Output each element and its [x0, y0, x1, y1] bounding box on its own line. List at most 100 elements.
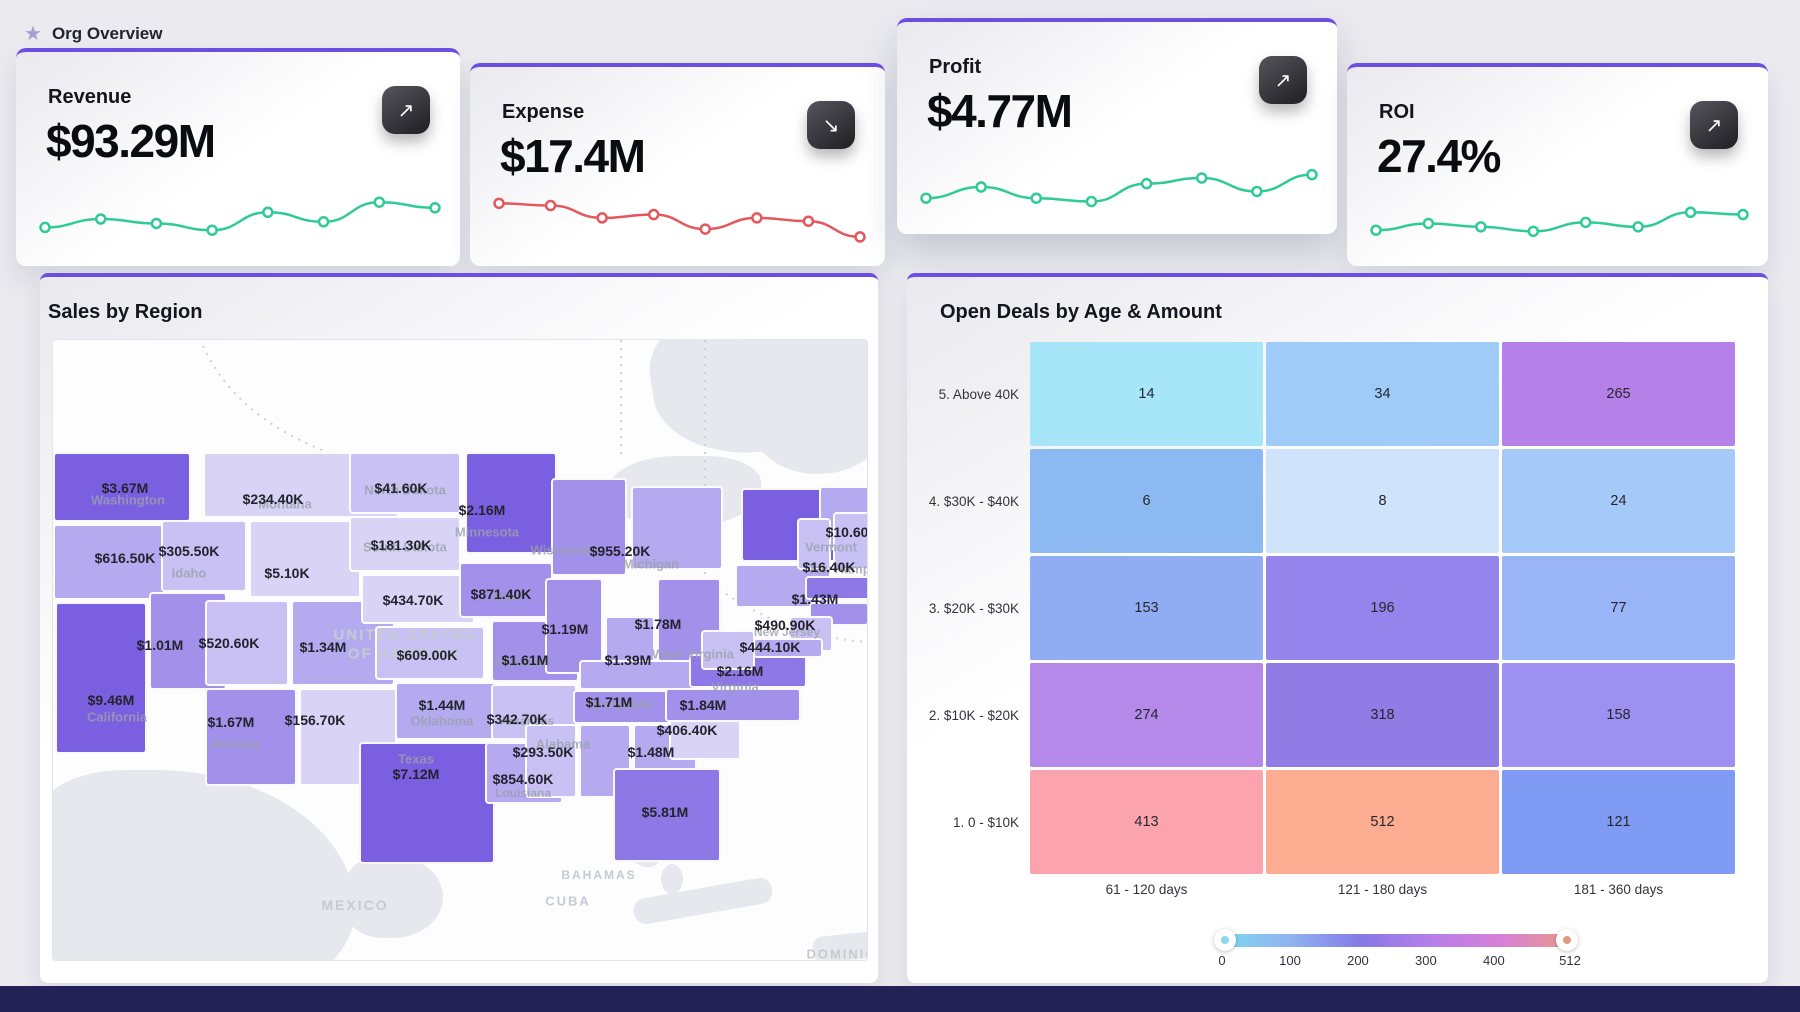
state-value-label: $406.40K — [656, 722, 718, 738]
kpi-card-revenue[interactable]: Revenue $93.29M ↗ — [16, 48, 460, 266]
kpi-card-roi[interactable]: ROI 27.4% ↗ — [1347, 63, 1768, 266]
map-watermark: Iowa — [490, 588, 520, 604]
sparkline-point — [1737, 208, 1749, 221]
state-idaho[interactable] — [161, 520, 247, 592]
kpi-value: $17.4M — [500, 130, 646, 182]
heatmap-cell[interactable]: 153 — [1030, 556, 1263, 660]
state-utah[interactable] — [205, 600, 289, 686]
state-maryland[interactable] — [753, 638, 823, 658]
heatmap-cell[interactable]: 6 — [1030, 449, 1263, 553]
kpi-label: Revenue — [48, 86, 132, 108]
kpi-card-profit[interactable]: Profit $4.77M ↗ — [897, 18, 1337, 234]
state-wisconsin[interactable] — [551, 478, 627, 576]
state-value-label: $1.78M — [634, 616, 682, 632]
state-south-dakota[interactable] — [349, 516, 461, 572]
state-value-label: $181.30K — [370, 537, 432, 553]
sparkline-point — [1370, 224, 1382, 236]
bottom-bar — [0, 986, 1800, 1012]
state-michigan[interactable] — [631, 486, 723, 570]
state-mississippi[interactable] — [525, 724, 577, 798]
state-value-label: $1.39M — [604, 652, 652, 668]
state-north-carolina[interactable] — [665, 688, 801, 722]
state-california[interactable] — [55, 602, 147, 754]
state-oklahoma[interactable] — [395, 682, 503, 740]
map-watermark: Louisiana — [494, 786, 552, 800]
sparkline-point — [150, 217, 163, 230]
heatmap-column-label: 121 - 180 days — [1337, 882, 1428, 897]
heatmap-cell[interactable]: 196 — [1266, 556, 1499, 660]
map-watermark: California — [87, 709, 147, 725]
kpi-card-expense[interactable]: Expense $17.4M ↘ — [470, 63, 885, 266]
heatmap-cell[interactable]: 24 — [1502, 449, 1735, 553]
map-watermark: South Dakota — [363, 539, 447, 555]
sparkline-point — [1251, 185, 1263, 198]
heatmap-cell[interactable]: 512 — [1266, 770, 1499, 874]
state-wyoming[interactable] — [249, 520, 361, 598]
legend-min-handle[interactable] — [1214, 929, 1236, 951]
state-massachusetts[interactable] — [805, 576, 867, 600]
state-alabama[interactable] — [579, 724, 631, 798]
heatmap-cell[interactable]: 158 — [1502, 663, 1735, 767]
legend-max-handle[interactable] — [1556, 929, 1578, 951]
favorite-star-icon[interactable]: ★ — [24, 23, 42, 45]
state-south-carolina[interactable] — [669, 718, 741, 760]
state-ohio[interactable] — [657, 578, 721, 662]
trend-up-arrow-button[interactable]: ↗ — [1259, 56, 1307, 104]
map-watermark: Minnesota — [454, 524, 520, 540]
state-value-label: $342.70K — [486, 711, 548, 727]
state-value-label: $3.67M — [101, 480, 149, 496]
state-illinois[interactable] — [545, 578, 603, 674]
map-watermark: Tennessee — [585, 696, 653, 712]
heatmap-cell[interactable]: 413 — [1030, 770, 1263, 874]
heatmap-cell[interactable]: 77 — [1502, 556, 1735, 660]
state-kentucky[interactable] — [579, 660, 703, 690]
sparkline-point — [206, 224, 218, 236]
map-watermark: Idaho — [171, 565, 207, 581]
panel-title: Open Deals by Age & Amount — [940, 301, 1222, 323]
state-arizona[interactable] — [205, 688, 297, 786]
state-value-label: $9.46M — [87, 692, 135, 708]
map-watermark: BAHAMAS — [561, 868, 637, 882]
state-value-label: $1.84M — [679, 697, 727, 713]
state-florida[interactable] — [613, 768, 721, 862]
trend-up-arrow-button[interactable]: ↗ — [382, 86, 430, 134]
map-watermark: Alabama — [535, 736, 591, 752]
dashboard-header: ★ Org Overview — [24, 24, 163, 44]
trend-up-arrow-button[interactable]: ↗ — [1690, 101, 1738, 149]
sparkline-point — [94, 213, 107, 225]
legend-tick-label: 100 — [1279, 953, 1301, 968]
legend-tick-label: 200 — [1347, 953, 1369, 968]
kpi-label: ROI — [1379, 101, 1415, 123]
state-minnesota[interactable] — [465, 452, 557, 554]
heatmap-cell[interactable]: 274 — [1030, 663, 1263, 767]
heatmap-cell[interactable]: 14 — [1030, 342, 1263, 446]
heatmap-cell[interactable]: 121 — [1502, 770, 1735, 874]
state-texas[interactable] — [359, 742, 495, 864]
heatmap-cell[interactable]: 8 — [1266, 449, 1499, 553]
kpi-value: 27.4% — [1377, 130, 1501, 182]
state-nebraska[interactable] — [361, 574, 475, 624]
state-kansas[interactable] — [375, 626, 485, 680]
us-choropleth-map[interactable]: Washington Idaho Montana North Dakota South … — [52, 339, 868, 961]
heatmap-cell[interactable]: 318 — [1266, 663, 1499, 767]
state-value-label: $1.19M — [541, 621, 589, 637]
trend-down-arrow-button[interactable]: ↘ — [807, 101, 855, 149]
state-washington[interactable] — [53, 452, 191, 522]
sparkline-point — [1475, 221, 1487, 233]
heatmap-cell[interactable]: 34 — [1266, 342, 1499, 446]
map-watermark: Washington — [91, 492, 165, 508]
map-watermark: Michigan — [622, 556, 680, 572]
state-value-label: $1.34M — [299, 639, 347, 655]
sparkline-point — [975, 181, 987, 193]
state-north-dakota[interactable] — [349, 452, 461, 514]
heatmap-cell[interactable]: 265 — [1502, 342, 1735, 446]
state-vermont[interactable] — [797, 518, 831, 570]
state-value-label: $1.61M — [501, 652, 549, 668]
state-new-hampshire[interactable] — [833, 512, 867, 570]
state-connecticut[interactable] — [809, 602, 867, 626]
sparkline-point — [854, 231, 866, 243]
sparkline-point — [1579, 216, 1592, 229]
panel-title: Sales by Region — [48, 301, 203, 323]
state-value-label: $490.90K — [754, 617, 816, 633]
